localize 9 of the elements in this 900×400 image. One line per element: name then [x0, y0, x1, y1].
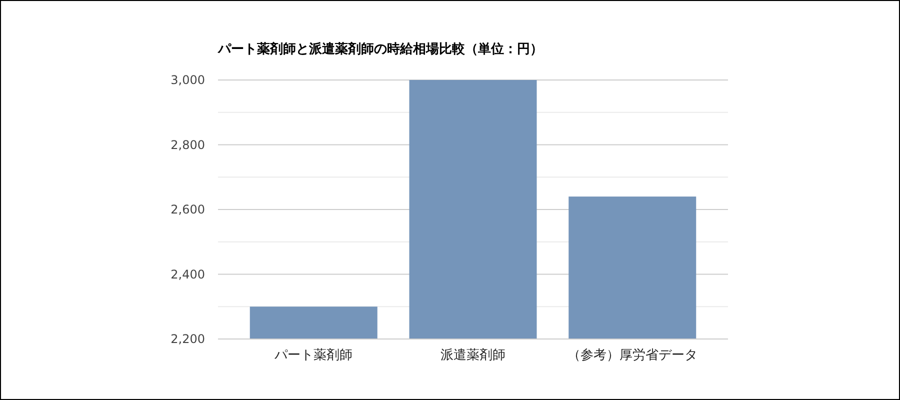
x-tick-label: 派遣薬剤師 — [440, 348, 506, 363]
y-tick-label: 2,600 — [170, 202, 205, 217]
x-tick-label: パート薬剤師 — [274, 348, 353, 363]
y-tick-label: 2,200 — [170, 332, 205, 346]
chart-title: パート薬剤師と派遣薬剤師の時給相場比較（単位：円） — [217, 41, 543, 57]
y-tick-label: 3,000 — [170, 73, 205, 88]
x-tick-label: （参考）厚労省データ — [567, 348, 698, 363]
y-tick-label: 2,400 — [170, 267, 205, 282]
y-tick-label: 2,800 — [170, 138, 205, 152]
